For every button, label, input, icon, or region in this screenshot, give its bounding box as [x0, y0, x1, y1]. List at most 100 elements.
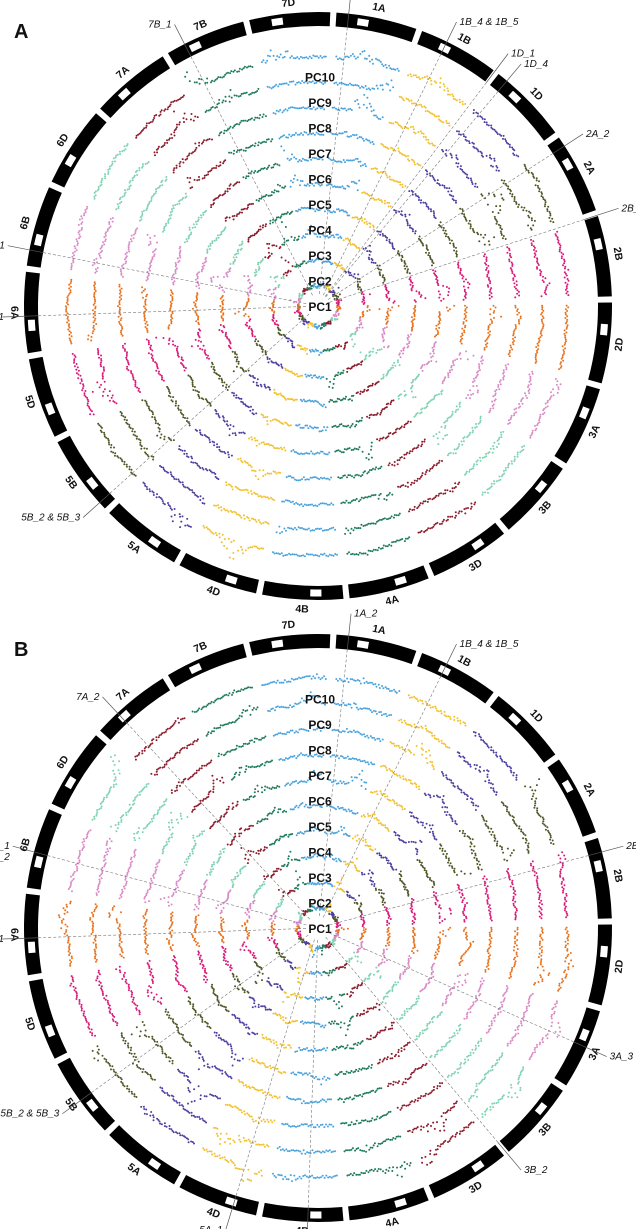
snp-point: [432, 352, 435, 355]
snp-point: [439, 221, 442, 224]
snp-point: [153, 193, 156, 196]
snp-point: [261, 350, 264, 353]
snp-point: [487, 335, 490, 338]
snp-point: [164, 108, 167, 111]
snp-point: [417, 505, 420, 508]
snp-point: [97, 349, 100, 352]
snp-point: [107, 168, 110, 171]
snp-point: [300, 107, 303, 109]
snp-point: [327, 183, 330, 186]
snp-point: [389, 205, 392, 208]
snp-point: [150, 259, 153, 262]
snp-point: [127, 248, 130, 251]
snp-point: [307, 478, 310, 481]
snp-point: [211, 138, 213, 141]
snp-point: [464, 316, 467, 319]
snp-point: [346, 476, 348, 479]
snp-point: [121, 195, 124, 198]
snp-point: [218, 134, 221, 137]
snp-point: [319, 476, 322, 479]
snp-point: [289, 398, 292, 401]
snp-point: [375, 57, 377, 60]
snp-point: [507, 363, 510, 366]
snp-point: [89, 409, 92, 411]
snp-point: [391, 463, 394, 466]
snp-point: [490, 164, 493, 167]
snp-point: [336, 374, 339, 377]
snp-point: [381, 88, 384, 91]
snp-point: [246, 207, 248, 210]
snp-point: [556, 236, 559, 239]
snp-point: [172, 100, 175, 103]
snp-point: [142, 296, 144, 299]
snp-point: [476, 148, 479, 151]
snp-point: [408, 190, 411, 193]
snp-point: [174, 262, 177, 264]
snp-point: [163, 227, 166, 230]
snp-point: [69, 339, 72, 342]
snp-point: [417, 76, 420, 79]
snp-point: [380, 142, 383, 145]
snp-point: [223, 229, 226, 232]
snp-point: [119, 289, 122, 292]
snp-point: [284, 212, 286, 215]
snp-point: [386, 236, 389, 239]
snp-point: [370, 105, 372, 108]
snp-point: [386, 346, 389, 349]
snp-point: [364, 552, 367, 555]
snp-point: [97, 353, 100, 356]
snp-point: [349, 82, 352, 85]
snp-point: [163, 144, 166, 146]
snp-point: [408, 510, 411, 513]
snp-point: [308, 55, 311, 58]
snp-point: [180, 362, 182, 364]
snp-point: [284, 449, 287, 452]
snp-point: [424, 297, 427, 300]
snp-point: [118, 322, 121, 325]
snp-point: [159, 436, 162, 439]
chromosome-label: 4B: [295, 603, 309, 616]
snp-point: [328, 209, 331, 212]
snp-point: [210, 81, 212, 84]
snp-point: [229, 183, 232, 186]
snp-point: [464, 308, 467, 311]
snp-point: [305, 207, 308, 210]
snp-point: [479, 421, 481, 424]
snp-point: [497, 438, 500, 441]
snp-point: [241, 211, 243, 214]
snp-point: [190, 455, 193, 458]
chromosome-label: 4A: [384, 1215, 400, 1229]
snp-point: [177, 407, 180, 410]
snp-point: [334, 920, 337, 923]
snp-point: [140, 447, 143, 450]
snp-point: [284, 367, 287, 370]
snp-point: [276, 447, 279, 450]
snp-point: [336, 83, 339, 86]
snp-point: [230, 541, 233, 544]
snp-point: [239, 489, 242, 491]
snp-point: [501, 473, 504, 476]
snp-point: [124, 262, 127, 265]
snp-point: [197, 395, 200, 398]
snp-point: [283, 82, 286, 85]
snp-point: [238, 123, 241, 126]
snp-point: [178, 445, 181, 448]
snp-point: [100, 179, 103, 182]
snp-point: [224, 190, 227, 193]
snp-point: [295, 398, 298, 401]
snp-point: [261, 496, 263, 499]
snp-point: [169, 103, 172, 106]
snp-point: [373, 198, 376, 201]
snp-point: [490, 126, 493, 129]
snp-point: [100, 358, 103, 360]
snp-point: [405, 265, 408, 268]
snp-point: [365, 389, 368, 392]
snp-point: [266, 521, 269, 524]
snp-point: [188, 80, 191, 83]
snp-point: [400, 152, 403, 155]
snp-point: [479, 456, 481, 459]
snp-point: [513, 275, 516, 278]
snp-point: [491, 404, 494, 407]
snp-point: [175, 263, 178, 266]
snp-point: [299, 300, 302, 303]
